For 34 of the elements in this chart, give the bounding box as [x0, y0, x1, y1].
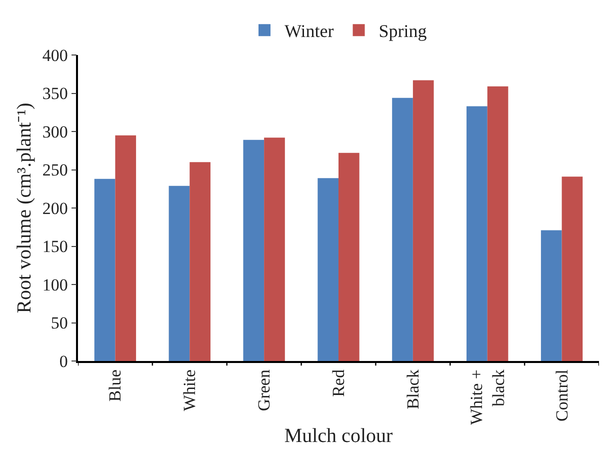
x-tick-label: Black	[403, 369, 422, 410]
x-tick-label: Green	[254, 369, 274, 412]
legend-label: Spring	[378, 21, 427, 42]
y-tick-label: 200	[42, 198, 68, 218]
y-tick-label: 150	[42, 237, 68, 256]
bar	[487, 86, 508, 361]
bar	[264, 138, 285, 361]
x-tick-label: Control	[552, 369, 572, 422]
x-tick-label: White	[180, 370, 200, 412]
bar	[94, 178, 116, 361]
bar	[318, 178, 338, 361]
bar	[243, 140, 264, 361]
x-tick-label: Red	[329, 369, 348, 397]
x-tick-label: White + black	[466, 369, 508, 425]
y-axis-title: Root volume (cm³.plant⁻¹)	[13, 102, 36, 314]
y-tick-label: 0	[59, 352, 68, 371]
y-tick-label: 300	[42, 122, 68, 142]
y-tick-label: 50	[50, 314, 68, 333]
x-tick-label: Blue	[106, 370, 125, 402]
bar	[562, 176, 583, 361]
y-tick-label: 100	[42, 275, 68, 294]
bar	[540, 230, 562, 361]
bar	[168, 186, 190, 361]
y-tick-label: 350	[42, 84, 68, 104]
bar	[466, 106, 488, 361]
bar	[338, 152, 360, 361]
x-axis-title: Mulch colour	[284, 424, 393, 447]
y-tick-label: 400	[42, 46, 68, 65]
bar	[190, 162, 210, 361]
bar	[115, 135, 136, 361]
bar	[392, 98, 413, 361]
bar	[412, 80, 434, 361]
y-tick-label: 250	[42, 160, 68, 180]
legend-label: Winter	[284, 21, 334, 42]
